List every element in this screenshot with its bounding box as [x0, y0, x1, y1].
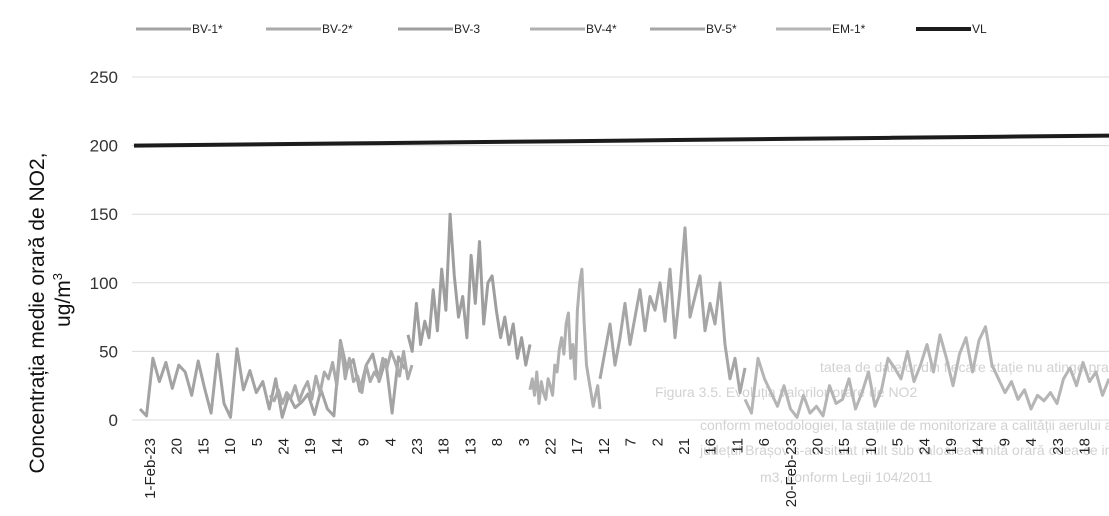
- x-tick-label: 19: [943, 438, 960, 455]
- x-tick-label: 17: [569, 438, 586, 455]
- x-tick-label: 5: [890, 438, 907, 446]
- legend: BV-1* BV-2* BV-3 BV-4* BV-5* EM-1* VL: [136, 22, 987, 36]
- y-tick-label: 50: [99, 342, 118, 361]
- x-tick-label: 15: [195, 438, 212, 455]
- x-tick-label: 23: [409, 438, 426, 455]
- x-tick-label: 20: [169, 438, 186, 455]
- legend-label-vl: VL: [972, 22, 987, 36]
- bleed-text-4: județul Brașov s-au situat mult sub valo…: [699, 442, 1109, 458]
- legend-label-em1: EM-1*: [832, 22, 866, 36]
- legend-label-bv1: BV-1*: [192, 22, 223, 36]
- y-tick-label: 0: [109, 411, 118, 430]
- gridlines: [132, 76, 1109, 421]
- x-tick-label: 11: [729, 438, 746, 454]
- x-axis: 1-Feb-23 20 15 10 5 24 19 14 9 4 23 18 13 8 3 22 17 12 7 2 2…: [142, 438, 1094, 507]
- x-tick-label: 5: [249, 438, 266, 446]
- legend-label-bv3: BV-3: [454, 22, 480, 36]
- y-axis: 0 50 100 150 200 250: [90, 68, 118, 430]
- y-axis-label-unit: ug/m: [52, 280, 75, 327]
- series-line-bv4: [528, 267, 602, 410]
- x-tick-label: 18: [436, 438, 453, 455]
- x-tick-label: 10: [222, 438, 239, 455]
- y-tick-label: 250: [90, 68, 118, 87]
- y-axis-label-line1: Concentrația medie orară de NO2,: [26, 153, 49, 474]
- x-tick-label: 20-Feb-23: [783, 438, 800, 507]
- x-tick-label: 14: [970, 438, 987, 455]
- x-tick-label: 21: [676, 438, 693, 455]
- x-tick-label: 9: [996, 438, 1013, 446]
- bleed-through-layer: tatea de datelor din fiecare stație nu a…: [655, 359, 1109, 485]
- y-tick-label: 150: [90, 205, 118, 224]
- x-tick-label: 2: [649, 438, 666, 446]
- bleed-text-5: m3, conform Legii 104/2011: [760, 469, 933, 485]
- bleed-text-3: conform metodologiei, la stațiile de mon…: [700, 417, 1109, 433]
- x-tick-label: 7: [623, 438, 640, 446]
- x-tick-label: 10: [863, 438, 880, 455]
- y-tick-label: 200: [90, 137, 118, 156]
- y-tick-label: 100: [90, 274, 118, 293]
- x-tick-label: 24: [276, 438, 293, 455]
- x-tick-label: 22: [543, 438, 560, 455]
- x-tick-label: 18: [1077, 438, 1094, 455]
- x-tick-label: 6: [756, 438, 773, 446]
- x-tick-label: 15: [836, 438, 853, 455]
- legend-label-bv4: BV-4*: [586, 22, 617, 36]
- series-lines: [133, 133, 1109, 419]
- y-axis-label-line2: ug/m3: [50, 273, 75, 327]
- x-tick-label: 16: [703, 438, 720, 455]
- series-line-em1: [743, 325, 1109, 419]
- x-tick-label: 1-Feb-23: [142, 438, 159, 499]
- x-tick-label: 19: [302, 438, 319, 455]
- x-tick-label: 23: [1050, 438, 1067, 455]
- x-tick-label: 4: [1023, 438, 1040, 446]
- x-tick-label: 4: [382, 438, 399, 446]
- x-tick-label: 20: [810, 438, 827, 455]
- x-tick-label: 24: [916, 438, 933, 455]
- x-tick-label: 13: [462, 438, 479, 455]
- series-line-vl: [133, 133, 1109, 148]
- legend-label-bv5: BV-5*: [706, 22, 737, 36]
- x-tick-label: 14: [329, 438, 346, 455]
- series-line-bv2: [268, 343, 414, 405]
- series-line-bv3: [406, 212, 532, 367]
- legend-label-bv2: BV-2*: [322, 22, 353, 36]
- x-tick-label: 8: [489, 438, 506, 446]
- x-tick-label: 3: [516, 438, 533, 446]
- y-axis-label-unit-exponent: 3: [50, 273, 65, 280]
- series-line-bv5: [598, 226, 747, 395]
- x-tick-label: 9: [356, 438, 373, 446]
- x-tick-label: 12: [596, 438, 613, 455]
